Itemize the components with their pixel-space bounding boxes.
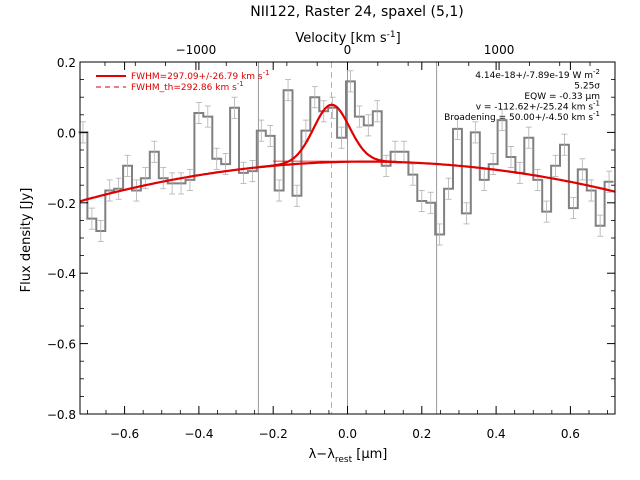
error-bar-57 xyxy=(588,179,595,202)
x-tick-label-0: −0.6 xyxy=(110,427,139,441)
error-bar-12 xyxy=(186,168,193,191)
x-tick-label-3: 0.0 xyxy=(338,427,357,441)
error-bar-28 xyxy=(329,96,336,119)
error-bar-9 xyxy=(160,167,167,190)
error-bar-11 xyxy=(178,172,185,195)
error-bar-31 xyxy=(356,105,363,128)
plot-content xyxy=(78,62,616,414)
error-bar-34 xyxy=(383,154,390,177)
x-tick-label-6: 0.6 xyxy=(561,427,580,441)
error-bar-56 xyxy=(579,158,586,181)
annotation-line-4: Broadening = 50.00+/-4.50 km s-1 xyxy=(444,110,600,123)
x-tick-label-4: 0.2 xyxy=(412,427,431,441)
legend: FWHM=297.09+/-26.79 km s-1FWHM_th=292.86… xyxy=(96,69,270,93)
top-tick-label-0: −1000 xyxy=(176,43,217,57)
annotation-line-2: EQW = -0.33 μm xyxy=(524,92,600,102)
error-bar-51 xyxy=(534,168,541,191)
y-tick-label-5: 0.2 xyxy=(57,56,76,70)
y-tick-label-2: −0.4 xyxy=(47,267,76,281)
error-bar-15 xyxy=(213,147,220,170)
error-bar-46 xyxy=(490,153,497,176)
axes: −0.6 −0.4 −0.2 0.0 0.2 0.4 0.6 −0.8 −0.6 −0.4 −0.2… xyxy=(47,43,615,441)
error-bar-5 xyxy=(124,154,131,177)
error-bar-41 xyxy=(445,177,452,200)
x-axis-label: λ−λrest [μm] xyxy=(309,447,388,465)
x-tick-label-2: −0.2 xyxy=(259,427,288,441)
error-bar-58 xyxy=(597,214,604,237)
error-bar-39 xyxy=(427,191,434,214)
legend-label-1: FWHM_th=292.86 km s-1 xyxy=(131,80,244,93)
error-bar-20 xyxy=(258,119,265,142)
error-bar-14 xyxy=(204,105,211,128)
error-bar-21 xyxy=(267,124,274,147)
error-bar-6 xyxy=(133,179,140,202)
top-axis-label: Velocity [km s-1] xyxy=(295,30,400,46)
error-bar-43 xyxy=(463,202,470,225)
error-bar-2 xyxy=(97,219,104,242)
top-tick-label-2: 1000 xyxy=(484,43,515,57)
fit-gaussian-curve xyxy=(260,103,403,169)
error-bar-55 xyxy=(570,197,577,220)
error-bar-40 xyxy=(436,223,443,246)
error-bar-54 xyxy=(561,133,568,156)
error-bar-18 xyxy=(240,161,247,184)
y-tick-label-0: −0.8 xyxy=(47,408,76,422)
error-bar-37 xyxy=(409,163,416,186)
error-bar-30 xyxy=(347,70,354,93)
error-bar-47 xyxy=(499,109,506,132)
error-bar-1 xyxy=(88,207,95,230)
error-bar-50 xyxy=(525,126,532,149)
error-bar-4 xyxy=(115,177,122,200)
top-tick-label-1: 0 xyxy=(344,43,352,57)
annotation-line-3: v = -112.62+/-25.24 km s-1 xyxy=(476,100,600,113)
y-tick-label-4: 0.0 xyxy=(57,126,76,140)
annotation-line-1: 5.25σ xyxy=(574,82,600,92)
error-bar-3 xyxy=(106,179,113,202)
error-bar-42 xyxy=(454,117,461,140)
y-tick-label-1: −0.6 xyxy=(47,338,76,352)
error-bar-23 xyxy=(285,79,292,102)
error-bar-24 xyxy=(293,184,300,207)
error-bar-26 xyxy=(311,86,318,109)
error-bar-33 xyxy=(374,100,381,123)
error-bar-38 xyxy=(418,190,425,213)
error-bar-19 xyxy=(249,160,256,183)
error-bar-8 xyxy=(151,140,158,163)
fit-baseline-curve xyxy=(79,160,616,203)
y-axis-label: Flux density [Jy] xyxy=(19,188,34,293)
error-bar-13 xyxy=(195,102,202,124)
error-bar-52 xyxy=(543,200,550,223)
error-bar-53 xyxy=(552,154,559,177)
error-bar-17 xyxy=(231,96,238,119)
chart-title: NII122, Raster 24, spaxel (5,1) xyxy=(250,4,463,20)
error-bar-10 xyxy=(169,172,176,195)
error-bar-22 xyxy=(276,179,283,202)
error-bar-48 xyxy=(507,146,514,169)
error-bar-29 xyxy=(338,126,345,149)
legend-label-0: FWHM=297.09+/-26.79 km s-1 xyxy=(131,69,270,82)
x-tick-label-5: 0.4 xyxy=(487,427,506,441)
error-bar-44 xyxy=(472,121,479,144)
y-tick-label-3: −0.2 xyxy=(47,197,76,211)
error-bar-32 xyxy=(365,114,372,137)
x-tick-label-1: −0.4 xyxy=(184,427,213,441)
annotation-line-0: 4.14e-18+/-7.89e-19 W m-2 xyxy=(475,68,600,81)
error-bar-59 xyxy=(606,170,613,193)
